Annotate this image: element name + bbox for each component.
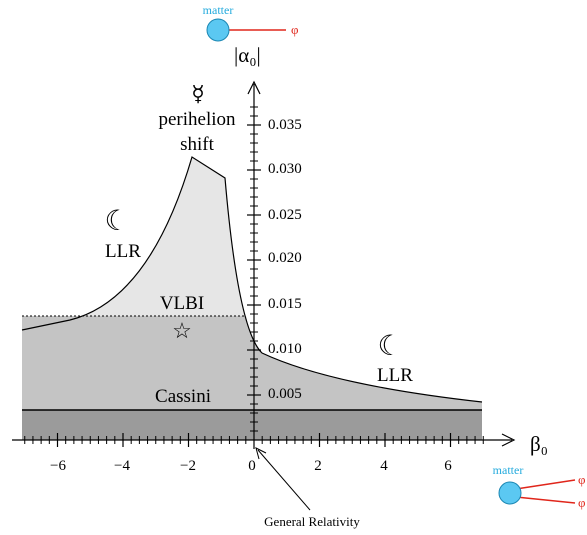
- y-tick-label: 0.015: [268, 296, 302, 312]
- matter-ball-top-icon: [206, 18, 230, 42]
- shift-label: shift: [180, 134, 215, 155]
- x-tick-label: 4: [380, 458, 388, 474]
- y-tick-label: 0.030: [268, 161, 302, 177]
- matter-ball-bottom-icon: [498, 481, 522, 505]
- phi-line-bottom-2: [515, 496, 576, 504]
- x-tick-label: 2: [314, 458, 322, 474]
- phi-line-bottom-1: [515, 479, 576, 490]
- phi-label-top: φ: [291, 22, 299, 37]
- moon-icon: ☾: [104, 206, 129, 237]
- x-tick-label: −6: [50, 458, 66, 474]
- llr-label-left: LLR: [105, 241, 141, 262]
- mercury-icon: ☿: [191, 81, 205, 106]
- phi-label-bottom-2: φ: [578, 495, 586, 510]
- gr-pointer-arrow: [255, 447, 267, 460]
- cassini-label: Cassini: [155, 386, 211, 407]
- general-relativity-label: General Relativity: [264, 514, 360, 529]
- y-axis-arrow: [247, 80, 261, 95]
- x-minor-ticks: [24, 436, 484, 444]
- boundary-curve: [21, 156, 483, 403]
- matter-label-top: matter: [203, 3, 234, 17]
- x-tick-label: −2: [180, 458, 196, 474]
- y-axis-label: |α₀|: [234, 43, 261, 67]
- y-tick-label: 0.010: [268, 341, 302, 357]
- x-axis-label: β₀: [530, 432, 548, 456]
- gr-pointer-line: [257, 449, 311, 511]
- y-tick-label: 0.035: [268, 117, 302, 133]
- x-tick-label: 0: [248, 458, 256, 474]
- y-tick-label: 0.025: [268, 207, 302, 223]
- llr-label-right: LLR: [377, 365, 413, 386]
- y-tick-label: 0.005: [268, 386, 302, 402]
- phi-label-bottom-1: φ: [578, 472, 586, 487]
- x-major-ticks: [56, 433, 452, 447]
- cassini-region: [22, 410, 482, 440]
- x-tick-label: −4: [114, 458, 130, 474]
- vlbi-label: VLBI: [160, 293, 204, 314]
- perihelion-label: perihelion: [158, 109, 236, 130]
- moon-icon: ☾: [377, 331, 402, 362]
- star-icon: ☆: [172, 318, 192, 343]
- vlbi-region: [22, 316, 482, 440]
- x-tick-label: 6: [444, 458, 452, 474]
- y-minor-ticks: [250, 106, 258, 432]
- y-major-ticks: [247, 124, 261, 396]
- x-axis-arrow: [501, 433, 516, 447]
- y-tick-label: 0.020: [268, 250, 302, 266]
- matter-label-bottom: matter: [493, 463, 524, 477]
